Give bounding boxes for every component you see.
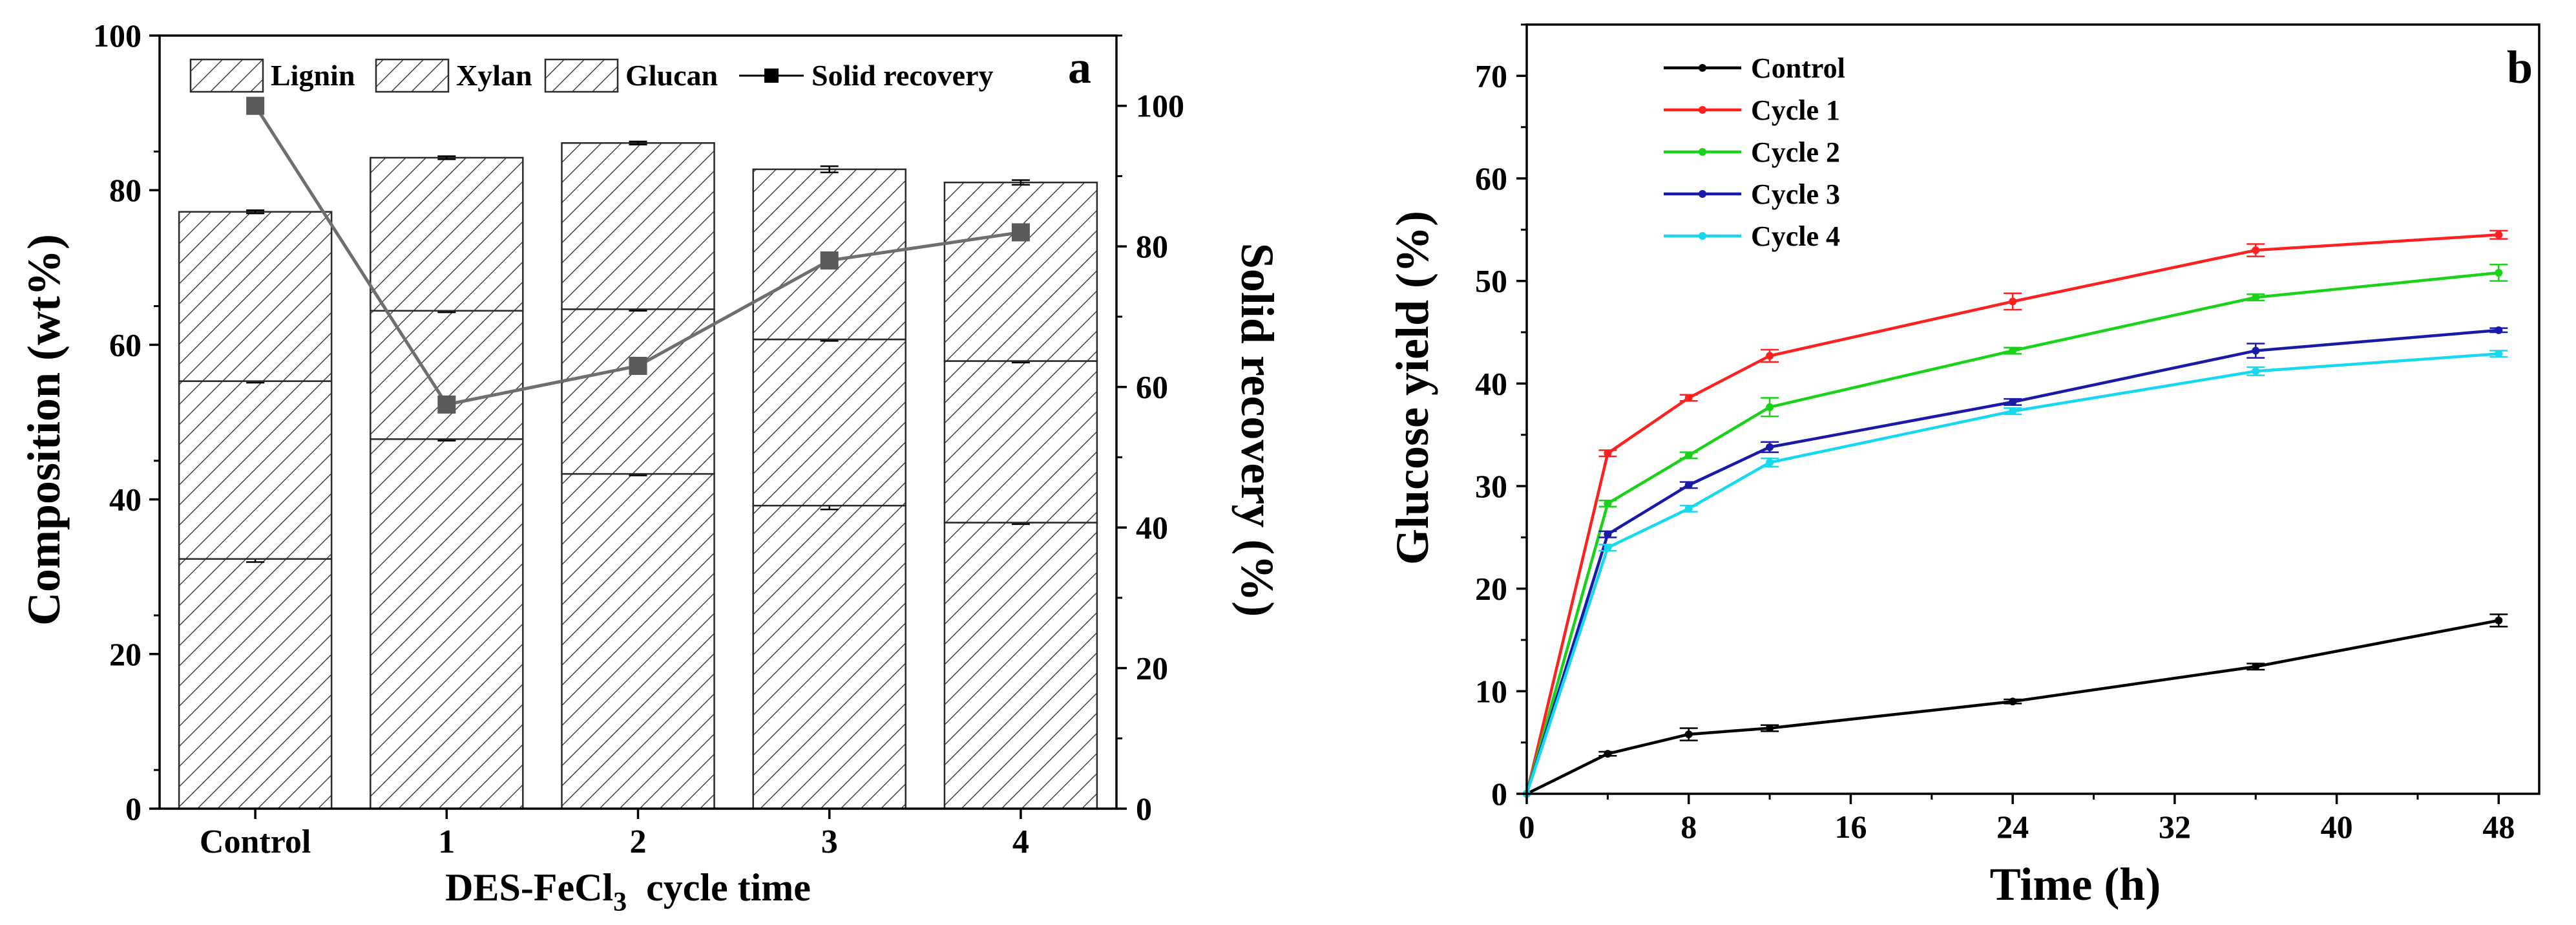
b-xtick-label-16: 16 <box>1834 809 1867 845</box>
b-ytick-label-40: 40 <box>1475 365 1507 401</box>
a-y2tick-label-80: 80 <box>1136 228 1168 264</box>
a-legend-label-lignin: Lignin <box>271 59 355 92</box>
b-legend: Control Cycle 1 Cycle 2 Cycle 3 Cycle 4 <box>1664 52 1845 252</box>
a-bar-glucan-3 <box>752 504 906 810</box>
a-y2tick-label-20: 20 <box>1136 650 1168 686</box>
a-bar-xylan-1 <box>370 310 524 440</box>
b-legend-label-control: Control <box>1751 52 1845 84</box>
a-bar-xylan-4 <box>943 360 1098 524</box>
b-line-cycle-4 <box>1525 352 2499 794</box>
b-y-axis-title: Glucose yield (%) <box>1387 211 1438 565</box>
b-ticks: 0 10 20 30 40 50 60 70 0 8 16 24 32 40 48 <box>1475 23 2515 845</box>
b-xtick-label-32: 32 <box>2159 809 2191 845</box>
b-ytick-label-10: 10 <box>1475 673 1507 709</box>
a-legend-swatch-xylan <box>375 58 450 93</box>
b-x-axis-title: Time (h) <box>1990 858 2161 910</box>
a-bar-lignin-4 <box>943 181 1098 362</box>
a-legend-label-glucan: Glucan <box>625 59 718 92</box>
a-bar-xylan-control <box>178 380 333 560</box>
a-ytick-label-100: 100 <box>93 17 141 54</box>
b-ytick-label-70: 70 <box>1475 58 1507 94</box>
b-xtick-label-48: 48 <box>2482 809 2515 845</box>
a-legend-label-xylan: Xylan <box>456 59 532 92</box>
b-plot-frame <box>1525 23 2540 795</box>
a-point-solid-recovery-control <box>246 96 265 115</box>
a-ticks: 0 20 40 60 80 100 0 20 40 60 80 100 Control 1 2 3 4 <box>93 17 1184 860</box>
a-ytick-label-0: 0 <box>125 791 141 827</box>
a-solid-recovery-series <box>246 96 1030 414</box>
a-xtick-label-control: Control <box>200 824 311 860</box>
b-legend-label-cycle-2: Cycle 2 <box>1751 136 1840 168</box>
a-bar-lignin-2 <box>561 142 715 310</box>
a-legend-label-solid-recovery: Solid recovery <box>812 59 993 92</box>
b-axes <box>1525 23 2540 795</box>
b-ytick-label-60: 60 <box>1475 160 1507 197</box>
a-x-axis-title-sub: 3 <box>613 888 627 917</box>
a-point-solid-recovery-1 <box>437 395 456 414</box>
a-ytick-label-60: 60 <box>109 326 141 363</box>
b-xtick-label-8: 8 <box>1681 809 1697 845</box>
a-bar-glucan-control <box>178 558 333 810</box>
a-y-axis-title: Composition (wt%) <box>18 234 70 626</box>
a-bar-lignin-control <box>178 211 333 382</box>
a-xtick-label-1: 1 <box>438 824 455 860</box>
a-legend: Lignin Xylan Glucan Solid recovery <box>189 58 993 93</box>
b-line-cycle-1 <box>1525 233 2499 794</box>
a-bar-xylan-3 <box>752 338 906 507</box>
a-y2-axis-title: Solid recovery (%) <box>1231 243 1283 617</box>
b-legend-label-cycle-3: Cycle 3 <box>1751 178 1840 210</box>
b-legend-marker-cycle-3 <box>1699 190 1706 198</box>
b-legend-label-cycle-1: Cycle 1 <box>1751 94 1840 126</box>
b-lines <box>1523 229 2508 798</box>
b-legend-marker-cycle-4 <box>1699 232 1706 240</box>
a-point-solid-recovery-4 <box>1011 223 1030 242</box>
a-x-axis-title-tail: cycle time <box>627 866 811 909</box>
a-bar-xylan-2 <box>561 308 715 475</box>
a-x-axis-title: DES-FeCl3 cycle time <box>445 866 811 917</box>
b-xtick-label-0: 0 <box>1519 809 1535 845</box>
a-y2tick-label-60: 60 <box>1136 369 1168 405</box>
b-line-control <box>1526 619 2499 796</box>
a-ytick-label-20: 20 <box>109 636 141 672</box>
a-legend-swatch-glucan <box>544 58 619 93</box>
a-xtick-label-4: 4 <box>1012 824 1029 860</box>
b-ytick-label-0: 0 <box>1491 776 1507 812</box>
a-y2tick-label-100: 100 <box>1136 88 1184 124</box>
a-bar-glucan-2 <box>561 473 715 810</box>
b-legend-marker-cycle-1 <box>1699 106 1706 114</box>
b-ytick-label-20: 20 <box>1475 571 1507 607</box>
a-panel-letter: a <box>1068 41 1091 93</box>
panel-b: 0 10 20 30 40 50 60 70 0 8 16 24 32 40 48 Control Cycle… <box>1387 23 2540 910</box>
b-ytick-label-30: 30 <box>1475 468 1507 504</box>
b-legend-marker-control <box>1699 64 1706 72</box>
a-ytick-label-80: 80 <box>109 172 141 208</box>
a-bar-lignin-1 <box>370 156 524 312</box>
a-y2tick-label-0: 0 <box>1136 791 1152 827</box>
a-bar-glucan-4 <box>943 522 1098 810</box>
a-bars <box>178 140 1098 810</box>
a-xtick-label-2: 2 <box>630 824 647 860</box>
a-ytick-label-40: 40 <box>109 482 141 518</box>
b-xtick-label-24: 24 <box>1996 809 2029 845</box>
a-legend-swatch-lignin <box>189 58 264 93</box>
a-xtick-label-3: 3 <box>821 824 838 860</box>
b-legend-marker-cycle-2 <box>1699 148 1706 156</box>
b-panel-letter: b <box>2507 41 2533 93</box>
a-bar-glucan-1 <box>370 438 524 810</box>
b-xtick-label-40: 40 <box>2321 809 2353 845</box>
b-legend-label-cycle-4: Cycle 4 <box>1751 220 1840 252</box>
a-point-solid-recovery-2 <box>629 357 647 376</box>
a-x-axis-title-main: DES-FeCl <box>445 866 613 909</box>
a-y2tick-label-40: 40 <box>1136 509 1168 546</box>
a-point-solid-recovery-3 <box>820 251 839 270</box>
b-ytick-label-50: 50 <box>1475 263 1507 299</box>
a-legend-marker-solid-recovery <box>764 69 779 83</box>
